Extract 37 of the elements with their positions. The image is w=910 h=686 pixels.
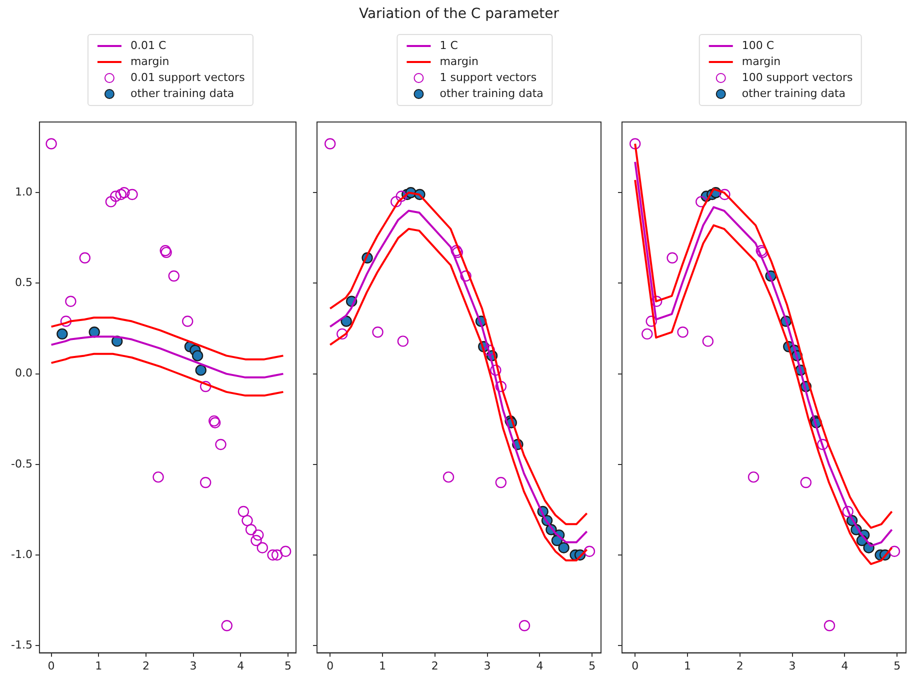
x-tick-label: 1 bbox=[379, 659, 386, 672]
y-tick-label: -0.5 bbox=[10, 457, 32, 470]
legend-label: 0.01 support vectors bbox=[130, 70, 245, 86]
x-tick-label: 3 bbox=[788, 659, 796, 672]
x-tick-label: 3 bbox=[484, 659, 491, 672]
x-tick-label: 3 bbox=[190, 659, 197, 672]
legend-label: other training data bbox=[742, 86, 846, 102]
x-tick-label: 2 bbox=[736, 659, 744, 672]
legend-label: 1 C bbox=[440, 38, 458, 54]
legend-label: 0.01 C bbox=[130, 38, 166, 54]
legend-label: 100 C bbox=[742, 38, 774, 54]
y-tick-label: 1.0 bbox=[14, 186, 32, 199]
x-tick-label: 1 bbox=[95, 659, 102, 672]
legend-label: 100 support vectors bbox=[742, 70, 853, 86]
legend-label: other training data bbox=[130, 86, 234, 102]
x-tick-label: 2 bbox=[431, 659, 438, 672]
x-tick-label: 2 bbox=[142, 659, 150, 672]
x-tick-label: 5 bbox=[284, 659, 292, 672]
legend-label: margin bbox=[130, 54, 170, 70]
legend-label: margin bbox=[742, 54, 781, 70]
x-tick-label: 4 bbox=[841, 659, 848, 672]
x-tick-label: 4 bbox=[237, 659, 244, 672]
legend-label: other training data bbox=[440, 86, 544, 102]
y-tick-label: 0.0 bbox=[14, 366, 32, 380]
y-tick-label: 0.5 bbox=[14, 276, 32, 290]
x-tick-label: 5 bbox=[588, 659, 596, 672]
x-tick-label: 4 bbox=[536, 659, 544, 672]
legend-label: margin bbox=[440, 54, 479, 70]
x-tick-label: 0 bbox=[326, 659, 334, 672]
y-tick-label: -1.0 bbox=[10, 548, 32, 561]
legend-label: 1 support vectors bbox=[440, 70, 537, 86]
x-tick-label: 5 bbox=[894, 659, 901, 672]
x-tick-label: 0 bbox=[632, 659, 639, 672]
chart-title: Variation of the C parameter bbox=[358, 6, 560, 22]
y-tick-label: -1.5 bbox=[10, 638, 32, 652]
x-tick-label: 0 bbox=[48, 659, 55, 672]
x-tick-label: 1 bbox=[684, 659, 691, 672]
